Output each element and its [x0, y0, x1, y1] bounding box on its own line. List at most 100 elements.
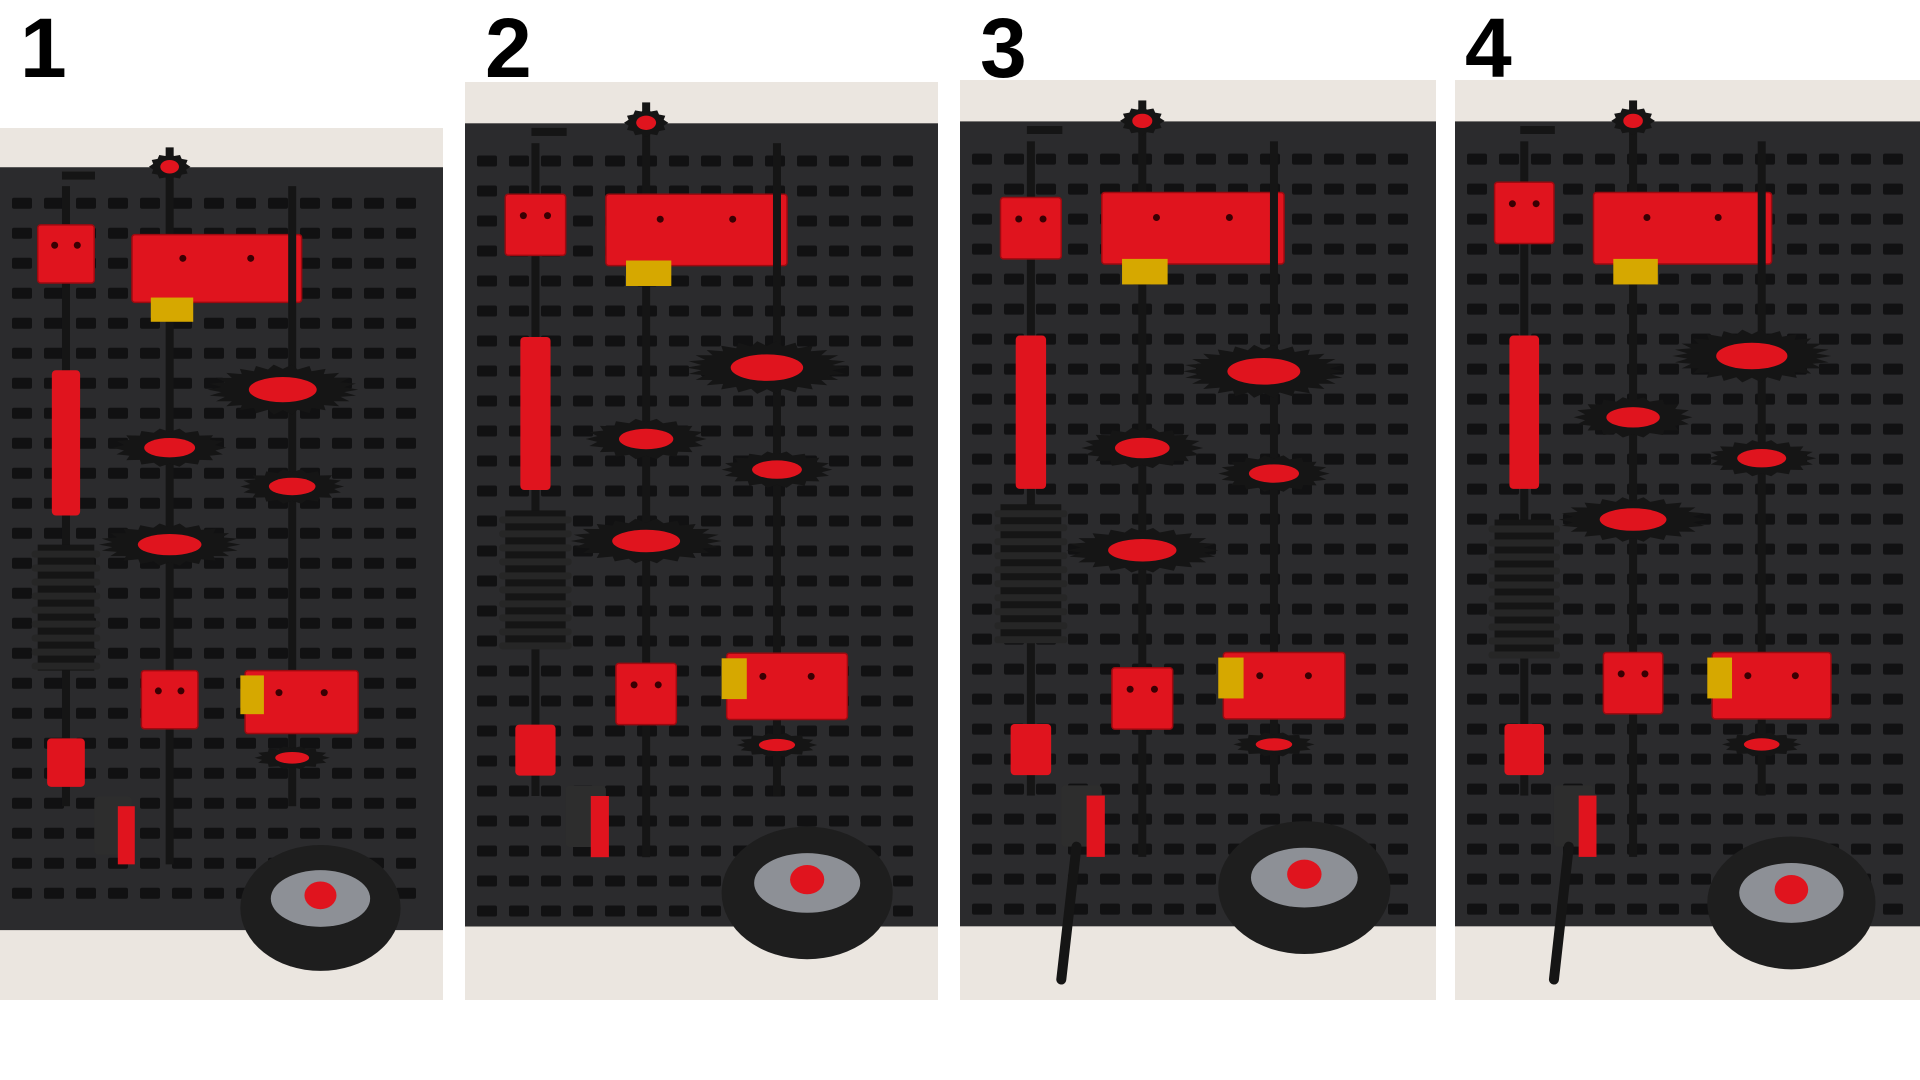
- roller-rib: [1488, 595, 1560, 603]
- peg-hole: [1388, 303, 1408, 315]
- peg-hole: [1388, 753, 1408, 765]
- peg-hole: [1467, 663, 1487, 675]
- peg-hole: [140, 767, 160, 779]
- peg-hole: [972, 153, 992, 165]
- peg-hole: [1595, 633, 1615, 645]
- peg-hole: [861, 425, 881, 437]
- peg-hole: [1851, 453, 1871, 465]
- peg-hole: [477, 755, 497, 767]
- peg-hole: [1883, 423, 1903, 435]
- peg-hole: [893, 275, 913, 287]
- peg-hole: [1691, 603, 1711, 615]
- peg-hole: [300, 557, 320, 569]
- roller-rib: [994, 552, 1068, 560]
- peg-hole: [1659, 303, 1679, 315]
- peg-hole: [396, 827, 416, 839]
- roller-rib: [994, 538, 1068, 546]
- peg-hole: [829, 815, 849, 827]
- block-hole: [1152, 213, 1160, 221]
- peg-hole: [1388, 543, 1408, 555]
- peg-hole: [605, 455, 625, 467]
- peg-hole: [1691, 393, 1711, 405]
- peg-hole: [509, 275, 529, 287]
- peg-hole: [76, 347, 96, 359]
- peg-hole: [1100, 873, 1120, 885]
- peg-hole: [44, 677, 64, 689]
- peg-hole: [1563, 693, 1583, 705]
- peg-hole: [12, 707, 32, 719]
- hub-cap: [790, 865, 825, 895]
- peg-hole: [300, 647, 320, 659]
- gear: [1081, 427, 1204, 469]
- roller-rib: [1488, 581, 1560, 589]
- peg-hole: [76, 527, 96, 539]
- peg-hole: [1467, 693, 1487, 705]
- peg-hole: [1659, 483, 1679, 495]
- peg-hole: [733, 635, 753, 647]
- peg-hole: [669, 395, 689, 407]
- peg-hole: [1819, 183, 1839, 195]
- peg-hole: [236, 647, 256, 659]
- peg-hole: [861, 605, 881, 617]
- peg-hole: [893, 725, 913, 737]
- peg-hole: [1068, 153, 1088, 165]
- peg-hole: [1851, 303, 1871, 315]
- peg-hole: [1292, 603, 1312, 615]
- axle: [1629, 100, 1638, 857]
- peg-hole: [1068, 393, 1088, 405]
- peg-hole: [733, 815, 753, 827]
- peg-hole: [300, 767, 320, 779]
- peg-hole: [1819, 273, 1839, 285]
- peg-hole: [972, 423, 992, 435]
- peg-hole: [1356, 333, 1376, 345]
- gear: [1558, 497, 1708, 542]
- gear: [1182, 344, 1345, 398]
- peg-hole: [1499, 243, 1519, 255]
- peg-hole: [76, 887, 96, 899]
- peg-hole: [1851, 783, 1871, 795]
- peg-hole: [364, 797, 384, 809]
- block-hole: [1015, 215, 1023, 223]
- peg-hole: [477, 575, 497, 587]
- peg-hole: [1292, 243, 1312, 255]
- peg-hole: [140, 377, 160, 389]
- peg-hole: [701, 605, 721, 617]
- peg-hole: [364, 317, 384, 329]
- peg-hole: [1196, 663, 1216, 675]
- roller-rib: [994, 622, 1068, 630]
- peg-hole: [1787, 513, 1807, 525]
- peg-hole: [509, 155, 529, 167]
- peg-hole: [1388, 813, 1408, 825]
- crank-handle: [531, 127, 567, 136]
- peg-hole: [268, 317, 288, 329]
- peg-hole: [893, 305, 913, 317]
- peg-hole: [1691, 453, 1711, 465]
- peg-hole: [972, 903, 992, 915]
- peg-hole: [829, 575, 849, 587]
- peg-hole: [477, 875, 497, 887]
- peg-hole: [509, 875, 529, 887]
- peg-hole: [1004, 183, 1024, 195]
- peg-hole: [1787, 753, 1807, 765]
- peg-hole: [1467, 873, 1487, 885]
- peg-hole: [300, 617, 320, 629]
- peg-hole: [1164, 483, 1184, 495]
- peg-hole: [972, 333, 992, 345]
- peg-hole: [76, 197, 96, 209]
- peg-hole: [1883, 573, 1903, 585]
- peg-hole: [172, 857, 192, 869]
- peg-hole: [1595, 573, 1615, 585]
- peg-hole: [1100, 273, 1120, 285]
- peg-hole: [972, 873, 992, 885]
- roller-rib: [31, 578, 101, 586]
- gear: [570, 518, 722, 564]
- peg-hole: [797, 725, 817, 737]
- peg-hole: [1723, 603, 1743, 615]
- peg-hole: [1787, 783, 1807, 795]
- peg-hole: [1819, 603, 1839, 615]
- peg-hole: [1563, 723, 1583, 735]
- peg-hole: [1851, 393, 1871, 405]
- peg-hole: [140, 407, 160, 419]
- peg-hole: [332, 347, 352, 359]
- peg-hole: [861, 155, 881, 167]
